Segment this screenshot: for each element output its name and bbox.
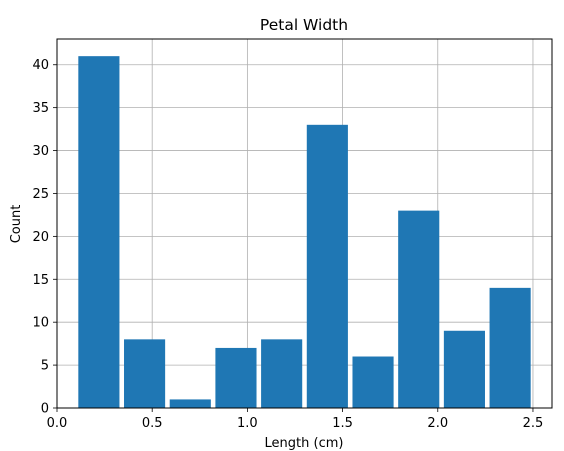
y-tick-label: 15 bbox=[32, 273, 49, 288]
x-tick-label: 0.0 bbox=[47, 416, 68, 431]
bars bbox=[78, 56, 531, 409]
y-axis-ticks: 0 5 10 15 20 25 30 35 40 bbox=[32, 58, 57, 417]
histogram-bar bbox=[124, 339, 166, 408]
histogram-bar bbox=[352, 356, 394, 408]
plot-frame bbox=[56, 38, 553, 409]
x-tick-label: 2.0 bbox=[427, 416, 448, 431]
y-tick-label: 35 bbox=[32, 101, 49, 116]
x-tick-label: 2.5 bbox=[523, 416, 544, 431]
y-axis-label: Count bbox=[9, 205, 24, 244]
y-tick-label: 40 bbox=[32, 58, 49, 73]
y-tick-label: 10 bbox=[32, 316, 49, 331]
x-tick-label: 1.5 bbox=[332, 416, 353, 431]
histogram-bar bbox=[169, 399, 211, 408]
histogram-bar bbox=[261, 339, 303, 408]
y-tick-label: 25 bbox=[32, 187, 49, 202]
histogram-bar bbox=[306, 124, 348, 408]
y-tick-label: 20 bbox=[32, 230, 49, 245]
chart-title: Petal Width bbox=[260, 16, 348, 34]
x-axis-label: Length (cm) bbox=[265, 436, 344, 451]
x-axis-ticks: 0.0 0.5 1.0 1.5 2.0 2.5 bbox=[47, 408, 544, 431]
histogram-bar bbox=[398, 210, 440, 408]
x-tick-label: 1.0 bbox=[237, 416, 258, 431]
histogram-bar bbox=[489, 287, 531, 408]
x-tick-label: 0.5 bbox=[142, 416, 163, 431]
histogram-bar bbox=[215, 347, 257, 408]
y-tick-label: 5 bbox=[41, 359, 49, 374]
y-tick-label: 0 bbox=[41, 402, 49, 417]
histogram-bar bbox=[443, 330, 485, 408]
histogram-bar bbox=[78, 56, 120, 409]
y-tick-label: 30 bbox=[32, 144, 49, 159]
